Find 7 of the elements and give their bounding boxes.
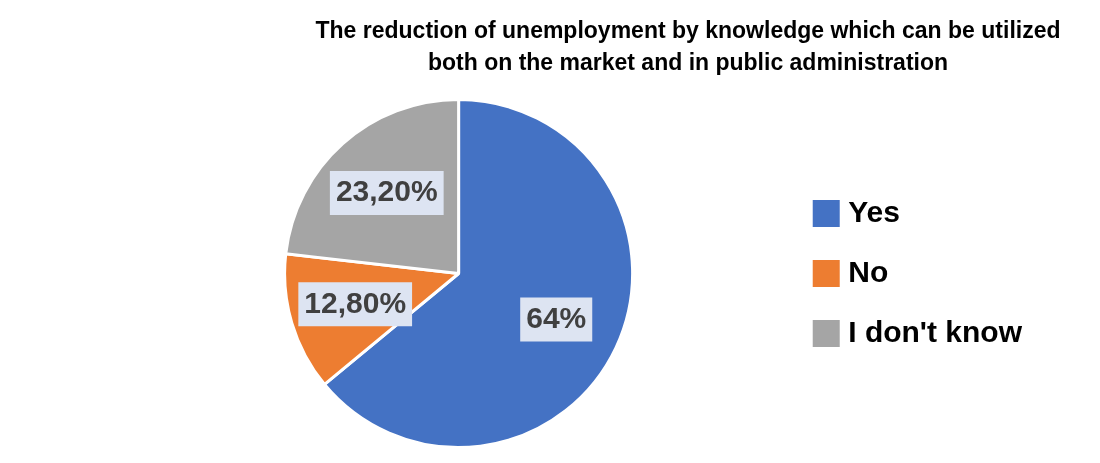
chart-title: The reduction of unemployment by knowledge which can be utilized both on the market and in public administration (314, 16, 1062, 77)
legend-label: Yes (848, 194, 900, 228)
legend-label: I don't know (848, 314, 1023, 348)
data-label: 23,20% (335, 174, 438, 208)
data-label: 64% (526, 300, 587, 334)
data-label: 12,80% (304, 285, 407, 319)
legend-label: No (848, 254, 889, 288)
